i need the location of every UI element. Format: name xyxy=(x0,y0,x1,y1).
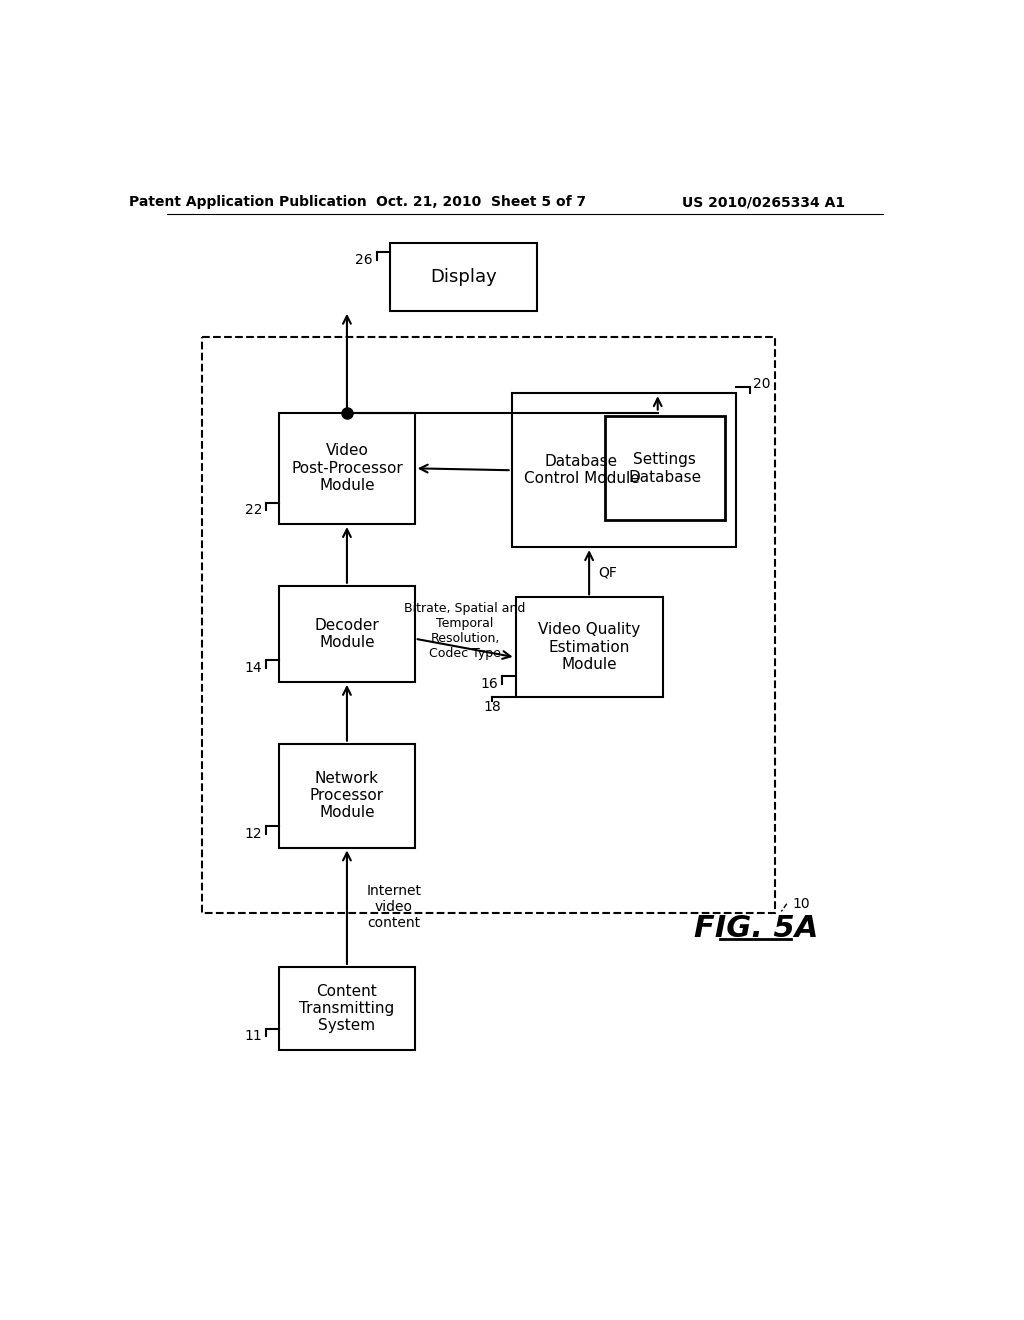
Text: Content
Transmitting
System: Content Transmitting System xyxy=(299,983,394,1034)
Text: 11: 11 xyxy=(245,1030,262,1043)
Text: 20: 20 xyxy=(754,378,771,391)
Text: Video Quality
Estimation
Module: Video Quality Estimation Module xyxy=(538,623,640,672)
Text: Display: Display xyxy=(430,268,497,286)
Bar xyxy=(280,966,415,1051)
Bar xyxy=(515,597,663,697)
Text: 26: 26 xyxy=(355,253,373,267)
Text: 16: 16 xyxy=(480,677,499,690)
Text: QF: QF xyxy=(598,565,617,579)
Text: Bitrate, Spatial and
Temporal
Resolution,
Codec Type: Bitrate, Spatial and Temporal Resolution… xyxy=(404,602,525,660)
Text: 18: 18 xyxy=(483,700,501,714)
Text: FIG. 5A: FIG. 5A xyxy=(693,913,818,942)
Text: 12: 12 xyxy=(245,826,262,841)
Text: Decoder
Module: Decoder Module xyxy=(314,618,379,649)
Text: Network
Processor
Module: Network Processor Module xyxy=(310,771,384,821)
Text: Settings
Database: Settings Database xyxy=(628,453,701,484)
Bar xyxy=(390,243,538,312)
Bar xyxy=(202,337,775,913)
Text: US 2010/0265334 A1: US 2010/0265334 A1 xyxy=(682,195,845,210)
Bar xyxy=(280,743,415,847)
Bar xyxy=(280,586,415,682)
Text: 22: 22 xyxy=(245,503,262,517)
Text: 10: 10 xyxy=(793,896,810,911)
Bar xyxy=(280,412,415,524)
Text: Database
Control Module: Database Control Module xyxy=(523,454,639,487)
Text: Internet
video
content: Internet video content xyxy=(367,884,421,931)
Text: Patent Application Publication: Patent Application Publication xyxy=(129,195,367,210)
Bar xyxy=(512,393,736,548)
Text: Oct. 21, 2010  Sheet 5 of 7: Oct. 21, 2010 Sheet 5 of 7 xyxy=(376,195,586,210)
Bar xyxy=(604,416,725,520)
Text: 14: 14 xyxy=(245,661,262,675)
Text: Video
Post-Processor
Module: Video Post-Processor Module xyxy=(291,444,402,494)
